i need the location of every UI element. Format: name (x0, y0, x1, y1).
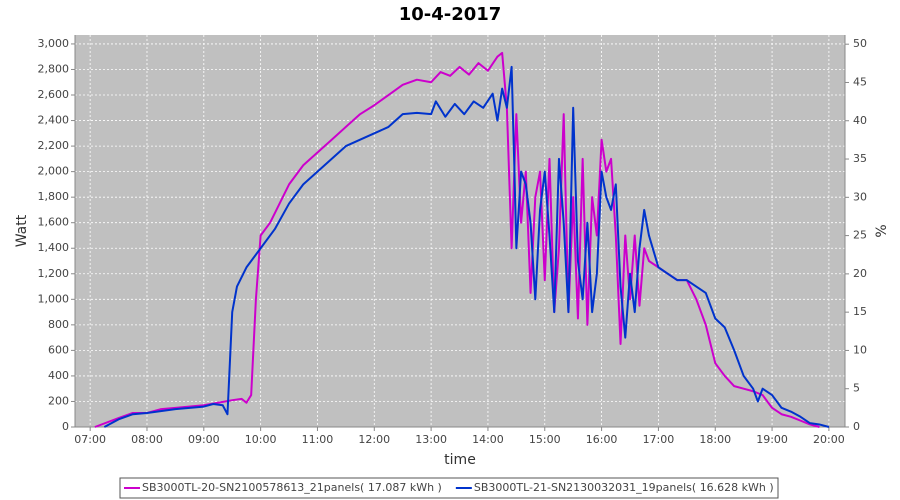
legend-label: SB3000TL-20-SN2100578613_21panels( 17.08… (142, 481, 442, 494)
x-tick-label: 19:00 (756, 433, 788, 446)
x-tick-label: 12:00 (358, 433, 390, 446)
x-tick-label: 07:00 (74, 433, 106, 446)
y-tick-label: 400 (48, 369, 69, 382)
x-tick-label: 16:00 (586, 433, 618, 446)
x-tick-label: 10:00 (245, 433, 277, 446)
x-axis-label: time (444, 452, 476, 468)
y2-tick-label: 25 (853, 229, 867, 242)
y2-axis-label: % (874, 224, 890, 237)
x-tick-label: 09:00 (188, 433, 220, 446)
y-tick-label: 0 (62, 420, 69, 433)
y2-tick-label: 45 (853, 75, 867, 88)
plot-area (75, 35, 845, 427)
y2-tick-label: 0 (853, 420, 860, 433)
y-axis-label: Watt (14, 214, 30, 247)
y-tick-label: 2,800 (38, 62, 70, 75)
y2-tick-label: 30 (853, 190, 867, 203)
y-tick-label: 1,400 (38, 241, 70, 254)
x-tick-label: 14:00 (472, 433, 504, 446)
y2-tick-label: 20 (853, 267, 867, 280)
x-tick-label: 17:00 (643, 433, 675, 446)
x-tick-label: 08:00 (131, 433, 163, 446)
y2-tick-label: 10 (853, 343, 867, 356)
y-tick-label: 2,000 (38, 165, 70, 178)
x-tick-label: 18:00 (699, 433, 731, 446)
x-tick-label: 13:00 (415, 433, 447, 446)
x-tick-label: 20:00 (813, 433, 845, 446)
y-tick-label: 1,000 (38, 292, 70, 305)
chart-title: 10-4-2017 (399, 4, 502, 25)
y-tick-label: 2,200 (38, 139, 70, 152)
legend-box (119, 477, 779, 499)
y2-tick-label: 50 (853, 37, 867, 50)
legend-label: SB3000TL-21-SN2130032031_19panels( 16.62… (474, 481, 774, 494)
y2-tick-label: 5 (853, 382, 860, 395)
y-tick-label: 1,600 (38, 216, 70, 229)
y-tick-label: 200 (48, 394, 69, 407)
y2-tick-label: 35 (853, 152, 867, 165)
y2-tick-label: 40 (853, 114, 867, 127)
y-tick-label: 1,800 (38, 190, 70, 203)
x-tick-label: 15:00 (529, 433, 561, 446)
y2-tick-label: 15 (853, 305, 867, 318)
y-tick-label: 600 (48, 343, 69, 356)
y-tick-label: 800 (48, 318, 69, 331)
x-tick-label: 11:00 (302, 433, 334, 446)
y-tick-label: 2,400 (38, 114, 70, 127)
y-tick-label: 1,200 (38, 267, 70, 280)
y-tick-label: 2,600 (38, 88, 70, 101)
series-line (103, 65, 830, 428)
y-tick-label: 3,000 (38, 37, 70, 50)
series-line (94, 51, 820, 428)
